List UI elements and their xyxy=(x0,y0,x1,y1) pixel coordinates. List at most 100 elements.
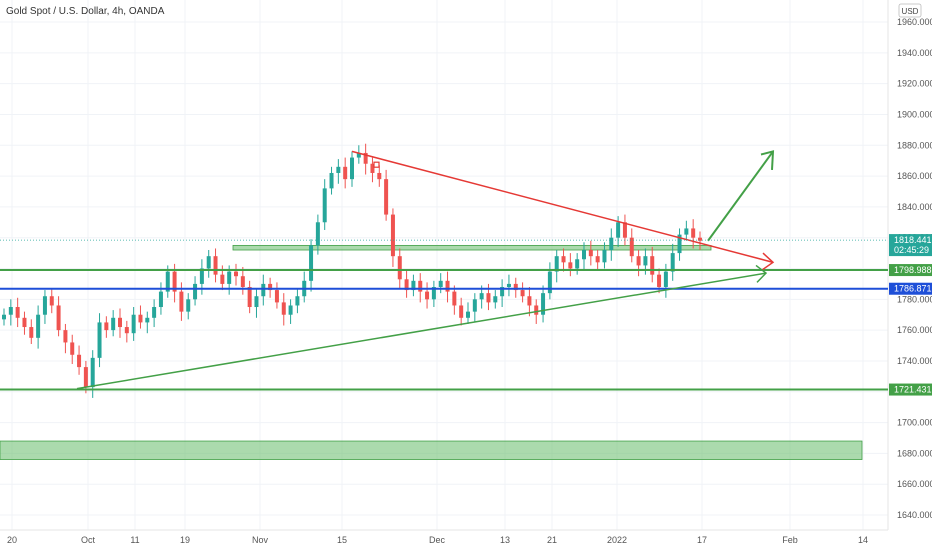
candle-body xyxy=(472,299,477,312)
candle-body xyxy=(582,250,586,260)
lower-demand-zone[interactable] xyxy=(0,440,863,460)
price-tick-label: 1840.000 xyxy=(897,202,932,212)
level-badge-1721 xyxy=(889,383,932,396)
breakout-arrow[interactable] xyxy=(707,150,774,242)
ascending-trendline[interactable] xyxy=(76,272,767,390)
candle-body xyxy=(295,296,300,306)
candle-body xyxy=(636,256,641,266)
time-tick-label: Nov xyxy=(252,535,269,545)
candle-body xyxy=(70,342,75,355)
price-tick-label: 1940.000 xyxy=(897,48,932,58)
candle-body xyxy=(350,157,354,180)
candle-body xyxy=(111,317,116,331)
candle-body xyxy=(206,256,211,269)
candle-body xyxy=(247,286,252,308)
candle-body xyxy=(29,327,34,338)
candle-body xyxy=(493,296,498,303)
time-tick-label: Oct xyxy=(81,535,96,545)
candle-body xyxy=(370,163,375,173)
candle-body xyxy=(343,166,348,180)
chart-title: Gold Spot / U.S. Dollar, 4h, OANDA xyxy=(6,6,165,17)
candle-body xyxy=(534,305,539,315)
candle-body xyxy=(595,256,600,263)
price-tick-label: 1860.000 xyxy=(897,171,932,181)
time-axis[interactable]: 20 Oct 11 19 Nov 15 Dec 13 21 2022 17 Feb 14 xyxy=(7,535,868,545)
time-tick-label: 21 xyxy=(547,535,557,545)
candle-body xyxy=(254,296,259,308)
candle-body xyxy=(609,237,614,251)
time-tick-label: 11 xyxy=(130,535,139,545)
candle-body xyxy=(165,271,170,292)
price-tick-label: 1780.000 xyxy=(897,294,932,304)
level-badge-1786-text: 1786.871 xyxy=(894,284,932,294)
candle-body xyxy=(2,314,6,320)
level-badge-1786 xyxy=(889,282,932,295)
candle-body xyxy=(486,293,491,303)
candle-body xyxy=(281,302,286,315)
candle-body xyxy=(274,290,279,303)
candle-body xyxy=(152,307,157,318)
candle-body xyxy=(657,274,662,287)
candle-body xyxy=(118,317,122,328)
last-price-badge-text: 02:45:29 xyxy=(894,245,929,255)
candle-body xyxy=(42,296,47,315)
candle-body xyxy=(568,262,573,269)
candle-body xyxy=(322,188,327,223)
candle-body xyxy=(356,152,361,158)
currency-label: USD xyxy=(902,7,919,16)
candle-body xyxy=(90,357,95,388)
pattern-marker[interactable] xyxy=(373,161,380,168)
candle-body xyxy=(179,291,184,312)
candle-body xyxy=(172,271,177,292)
candle-body xyxy=(186,299,191,312)
candle-body xyxy=(602,250,607,263)
currency-button[interactable] xyxy=(898,3,922,18)
candle-body xyxy=(336,166,341,173)
candle-body xyxy=(643,256,648,266)
level-badge-1721-text: 1721.431 xyxy=(894,385,932,395)
candle-body xyxy=(588,250,593,257)
price-tick-label: 1640.000 xyxy=(897,510,932,520)
candle-body xyxy=(445,280,450,292)
candle-body xyxy=(452,291,457,306)
candle-body xyxy=(104,322,109,331)
candle-body xyxy=(438,280,443,287)
candle-body xyxy=(561,256,566,263)
candle-body xyxy=(520,290,525,297)
candle-body xyxy=(131,314,136,334)
candle-body xyxy=(506,283,511,287)
candle-body xyxy=(240,276,245,287)
candle-body xyxy=(500,286,505,297)
candle-body xyxy=(663,271,668,287)
breakout-arrowhead xyxy=(760,150,775,170)
candle-body xyxy=(56,305,61,331)
last-price-badge-text: 1818.441 xyxy=(894,235,932,245)
candle-body xyxy=(616,222,621,238)
candle-body xyxy=(193,283,198,300)
candle-body xyxy=(670,253,675,272)
time-tick-label: 13 xyxy=(500,535,510,545)
resistance-zone[interactable] xyxy=(232,244,712,251)
candle-body xyxy=(145,317,150,323)
price-tick-label: 1960.000 xyxy=(897,17,932,27)
candle-body xyxy=(315,222,320,246)
last-price-badge xyxy=(889,234,932,257)
time-tick-label: 15 xyxy=(337,535,347,545)
candle-body xyxy=(22,317,27,328)
time-tick-label: 17 xyxy=(697,535,707,545)
level-badge-1798 xyxy=(889,264,932,277)
candles-group xyxy=(2,143,702,398)
candle-body xyxy=(459,305,464,318)
candle-body xyxy=(527,296,532,306)
candle-body xyxy=(199,268,204,284)
descending-trendline[interactable] xyxy=(351,150,774,264)
candle-body xyxy=(513,283,518,291)
descending-arrowhead xyxy=(761,252,775,271)
candle-body xyxy=(384,179,389,215)
time-tick-label: 14 xyxy=(858,535,868,545)
candle-body xyxy=(63,330,68,343)
candle-body xyxy=(418,280,423,292)
time-tick-label: Feb xyxy=(782,535,798,545)
